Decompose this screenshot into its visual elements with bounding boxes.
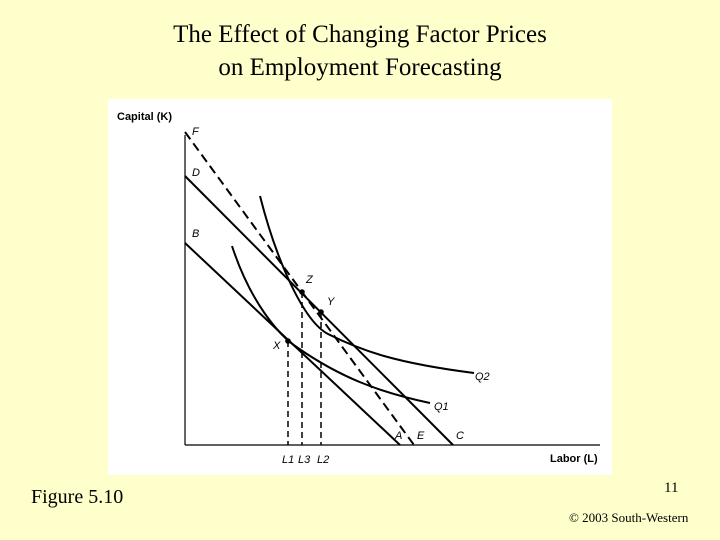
isocost-line-FE	[184, 131, 415, 446]
point-Z-label: Z	[305, 274, 314, 286]
slide-title-line-1: The Effect of Changing Factor Prices	[173, 21, 547, 48]
diagram-svg: Capital (K) Labor (L) Z Y X F D B A	[117, 111, 600, 466]
labor-tick-L3: L3	[298, 454, 311, 466]
x-axis-label-text: Labor (L)	[550, 453, 598, 465]
page-number: 11	[664, 480, 679, 496]
isoquant-Q2-label: Q2	[475, 371, 490, 383]
x-axis-label: Labor (L)	[550, 453, 598, 465]
intercept-B-label: B	[192, 228, 199, 240]
isoquant-Q1	[231, 245, 431, 404]
labor-tick-L1: L1	[282, 454, 294, 466]
slide-title-line-2: on Employment Forecasting	[218, 54, 502, 81]
isoquant-Q2	[259, 195, 475, 374]
intercept-A-label: A	[394, 430, 402, 442]
point-Y-label: Y	[327, 296, 335, 308]
figure-label: Figure 5.10	[31, 486, 124, 508]
y-axis-label: Capital (K)	[117, 111, 172, 123]
intercept-D-label: D	[192, 167, 200, 179]
copyright-notice: © 2003 South-Western	[569, 510, 689, 525]
y-axis-label-text: Capital (K)	[117, 111, 172, 123]
isoquant-Q1-label: Q1	[434, 401, 449, 413]
point-Z-marker	[299, 289, 305, 295]
slide-title: The Effect of Changing Factor Prices on …	[0, 18, 720, 84]
point-X-label: X	[272, 340, 281, 352]
intercept-C-label: C	[456, 430, 464, 442]
point-X-marker	[285, 338, 291, 344]
labor-tick-L2: L2	[317, 454, 329, 466]
intercept-F-label: F	[192, 126, 200, 138]
intercept-E-label: E	[417, 430, 425, 442]
point-Y-marker	[318, 309, 324, 315]
isoquant-diagram: Capital (K) Labor (L) Z Y X F D B A	[108, 99, 612, 475]
